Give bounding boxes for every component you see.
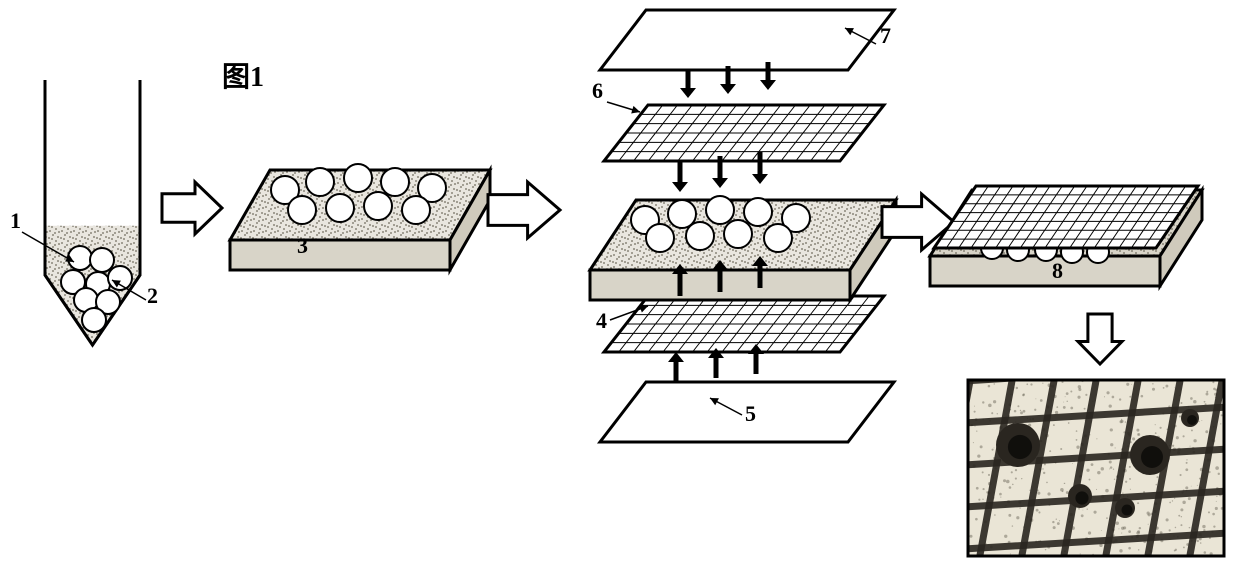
- callout-3: 3: [297, 233, 308, 259]
- callout-5: 5: [745, 401, 756, 427]
- callout-7: 7: [880, 23, 891, 49]
- figure-title: 图1: [222, 55, 264, 95]
- callout-8: 8: [1052, 258, 1063, 284]
- callout-2: 2: [147, 283, 158, 309]
- callout-1: 1: [10, 208, 21, 234]
- callout-6: 6: [592, 78, 603, 104]
- callout-4: 4: [596, 308, 607, 334]
